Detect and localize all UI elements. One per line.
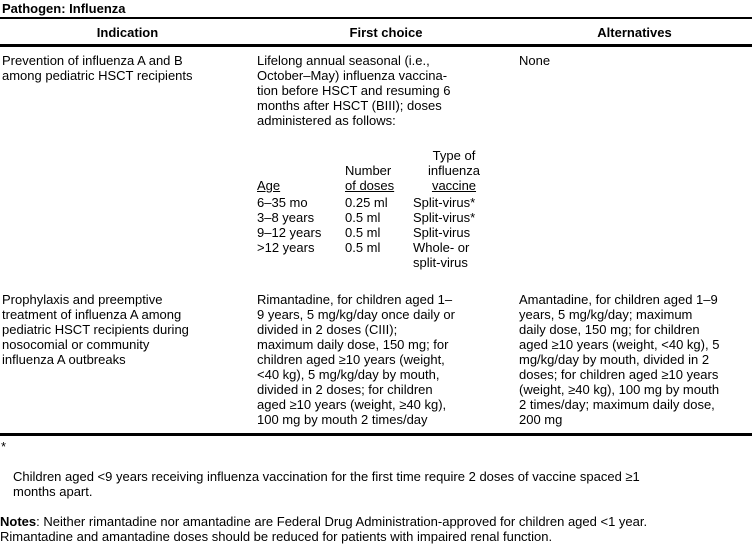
pathogen-title: Pathogen: Influenza <box>2 1 126 16</box>
title-rule <box>0 17 752 19</box>
footnote-notes: Notes: Neither rimantadine nor amantadin… <box>0 499 752 544</box>
column-header-alternatives: Alternatives <box>597 25 672 40</box>
table-body: Prevention of influenza A and B among pe… <box>0 47 752 427</box>
dose-table-header: Age Number of doses Type of influenza va… <box>257 148 511 193</box>
table-row-prevention: Prevention of influenza A and B among pe… <box>0 53 752 270</box>
dose-amount: 0.5 ml <box>345 240 381 255</box>
dose-age: 6–35 mo <box>257 195 308 210</box>
dose-row: >12 years 0.5 ml Whole- or split-virus <box>257 240 511 270</box>
dose-vaccine: Split-virus* <box>413 210 476 225</box>
dose-age: 3–8 years <box>257 210 315 225</box>
dose-amount: 0.25 ml <box>345 195 388 210</box>
footnote-asterisk: * Children aged <9 years receiving influ… <box>0 439 752 499</box>
dose-header-vaccine-type: Type of influenza vaccine <box>427 148 481 193</box>
dose-vaccine: Split-virus* <box>413 195 476 210</box>
dose-row: 9–12 years 0.5 ml Split-virus <box>257 225 511 240</box>
first-choice-cell: Lifelong annual seasonal (i.e., October–… <box>255 53 517 270</box>
header-rule <box>0 44 752 47</box>
dose-vaccine: Split-virus <box>413 225 471 240</box>
first-choice-cell: Rimantadine, for children aged 1– 9 year… <box>257 292 455 427</box>
column-header-first-choice: First choice <box>349 25 423 40</box>
indication-cell: Prevention of influenza A and B among pe… <box>2 53 193 83</box>
footnote-rule <box>0 433 752 436</box>
dose-row: 3–8 years 0.5 ml Split-virus* <box>257 210 511 225</box>
first-choice-text: Lifelong annual seasonal (i.e., October–… <box>257 53 451 128</box>
footnotes: * Children aged <9 years receiving influ… <box>0 439 752 544</box>
column-header-indication: Indication <box>96 25 159 40</box>
alternatives-cell: Amantadine, for children aged 1–9 years,… <box>519 292 720 427</box>
table-header-row: Indication First choice Alternatives <box>0 19 752 44</box>
notes-label: Notes <box>0 514 37 529</box>
dose-amount: 0.5 ml <box>345 225 381 240</box>
dose-row: 6–35 mo 0.25 ml Split-virus* <box>257 195 511 210</box>
dose-header-number-of-doses: Number of doses <box>345 163 395 193</box>
table-row-prophylaxis: Prophylaxis and preemptive treatment of … <box>0 292 752 427</box>
notes-text: : Neither rimantadine nor amantadine are… <box>0 514 648 544</box>
dose-amount: 0.5 ml <box>345 210 381 225</box>
alternatives-cell: None <box>519 53 551 68</box>
footnote-asterisk-text: Children aged <9 years receiving influen… <box>13 469 640 499</box>
dose-header-age: Age <box>257 178 281 193</box>
dose-age: 9–12 years <box>257 225 322 240</box>
indication-cell: Prophylaxis and preemptive treatment of … <box>2 292 189 367</box>
dose-table: Age Number of doses Type of influenza va… <box>257 148 511 270</box>
asterisk-marker: * <box>1 439 7 454</box>
dose-age: >12 years <box>257 240 315 255</box>
dose-vaccine: Whole- or split-virus <box>413 240 470 270</box>
